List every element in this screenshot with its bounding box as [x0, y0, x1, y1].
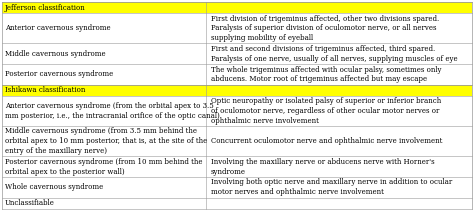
- Text: Whole cavernous syndrome: Whole cavernous syndrome: [5, 183, 103, 191]
- Text: Posterior cavernous syndrome (from 10 mm behind the
orbital apex to the posterio: Posterior cavernous syndrome (from 10 mm…: [5, 158, 202, 176]
- Bar: [2, 96, 472, 126]
- Text: Involving both optic nerve and maxillary nerve in addition to ocular
motor nerve: Involving both optic nerve and maxillary…: [211, 178, 452, 196]
- Text: Anterior cavernous syndrome: Anterior cavernous syndrome: [5, 24, 110, 32]
- Bar: [2, 43, 472, 64]
- Bar: [2, 126, 472, 156]
- Text: Optic neuropathy or isolated palsy of superior or inferior branch
of oculomotor : Optic neuropathy or isolated palsy of su…: [211, 97, 441, 125]
- Text: First and second divisions of trigeminus affected, third spared.
Paralysis of on: First and second divisions of trigeminus…: [211, 45, 457, 63]
- Text: Concurrent oculomotor nerve and ophthalmic nerve involvement: Concurrent oculomotor nerve and ophthalm…: [211, 137, 442, 145]
- Text: First division of trigeminus affected, other two divisions spared.
Paralysis of : First division of trigeminus affected, o…: [211, 14, 439, 42]
- Text: The whole trigeminus affected with ocular palsy, sometimes only
abducens. Motor : The whole trigeminus affected with ocula…: [211, 66, 441, 83]
- Bar: [2, 13, 472, 43]
- Text: Posterior cavernous syndrome: Posterior cavernous syndrome: [5, 71, 113, 78]
- Text: Involving the maxillary nerve or abducens nerve with Horner's
syndrome: Involving the maxillary nerve or abducen…: [211, 158, 435, 176]
- Text: Middle cavernous syndrome: Middle cavernous syndrome: [5, 50, 105, 58]
- Text: Jefferson classification: Jefferson classification: [5, 4, 85, 12]
- Bar: [2, 156, 472, 177]
- Text: Middle cavernous syndrome (from 3.5 mm behind the
orbital apex to 10 mm posterio: Middle cavernous syndrome (from 3.5 mm b…: [5, 127, 207, 155]
- Bar: [2, 198, 472, 209]
- Text: Unclassifiable: Unclassifiable: [5, 199, 55, 207]
- Text: Anterior cavernous syndrome (from the orbital apex to 3.5
mm posterior, i.e., th: Anterior cavernous syndrome (from the or…: [5, 102, 219, 120]
- Bar: [2, 2, 472, 13]
- Bar: [2, 177, 472, 198]
- Bar: [2, 64, 472, 85]
- Text: Ishikawa classification: Ishikawa classification: [5, 86, 85, 94]
- Bar: [2, 85, 472, 96]
